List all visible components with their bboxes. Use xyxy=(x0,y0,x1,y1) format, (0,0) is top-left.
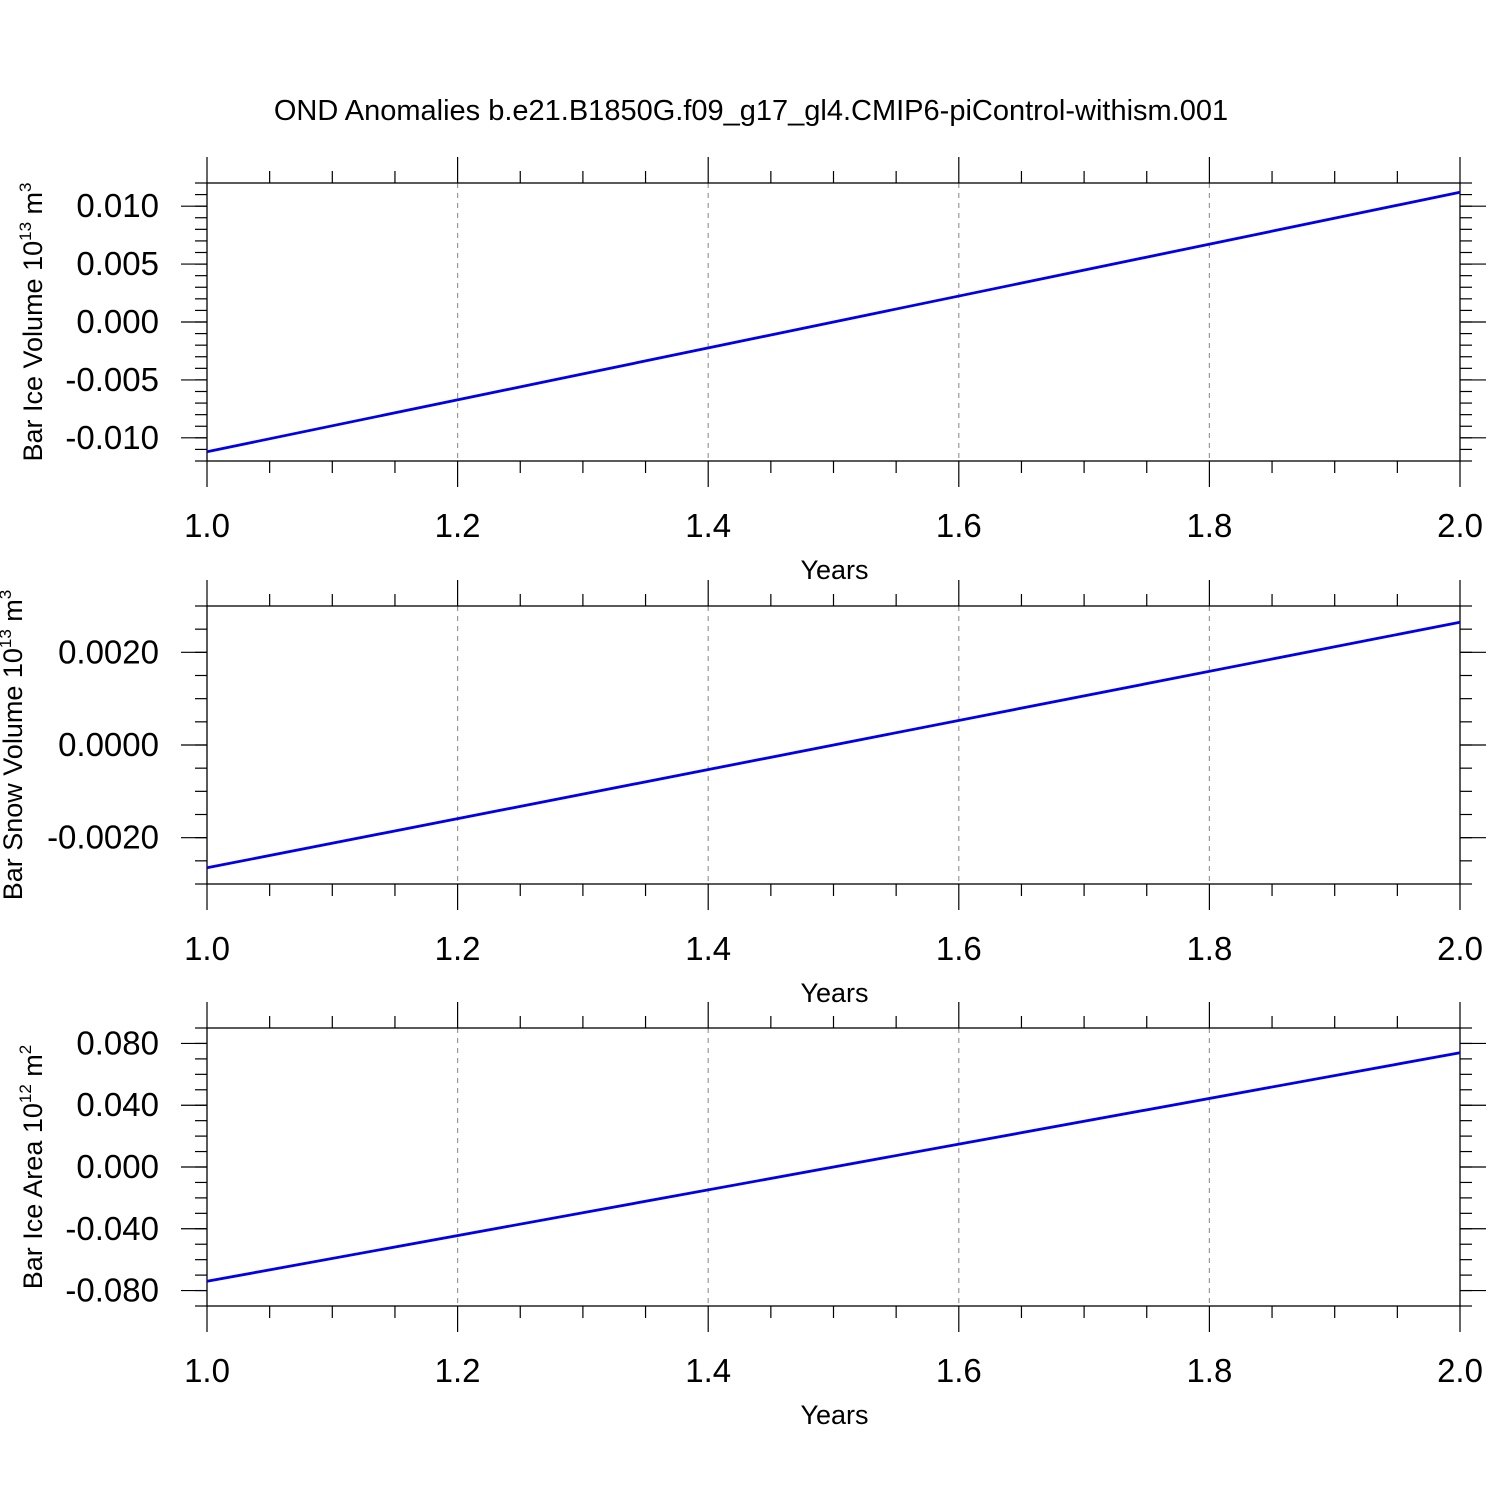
y-axis-title: Bar Snow Volume 1013 m3 xyxy=(0,590,28,901)
x-tick-label: 1.4 xyxy=(685,1352,731,1389)
y-axis-title: Bar Ice Area 1012 m2 xyxy=(16,1045,48,1290)
y-tick-label: -0.0020 xyxy=(47,819,159,856)
x-tick-label: 1.0 xyxy=(184,507,230,544)
x-tick-label: 2.0 xyxy=(1437,507,1483,544)
y-tick-label: -0.040 xyxy=(65,1210,159,1247)
x-tick-label: 1.2 xyxy=(435,1352,481,1389)
series-line xyxy=(206,1051,1461,1283)
x-tick-label: 1.6 xyxy=(936,1352,982,1389)
x-tick-label: 1.4 xyxy=(685,507,731,544)
plot-frame xyxy=(206,182,1461,462)
panel-1: 1.0 1.2 1.4 1.6 1.8 2.0 0.010 0.005 0.000 -0.005 -… xyxy=(16,157,1486,585)
y-tick-label: 0.040 xyxy=(76,1086,159,1123)
y-axis-title: Bar Ice Volume 1013 m3 xyxy=(16,182,48,461)
x-tick-label: 1.4 xyxy=(685,930,731,967)
x-tick-label: 1.0 xyxy=(184,1352,230,1389)
x-axis-title: Years xyxy=(800,555,868,585)
x-axis-title: Years xyxy=(800,1400,868,1430)
x-tick-label: 1.8 xyxy=(1186,507,1232,544)
series-line xyxy=(206,620,1461,870)
x-tick-label: 1.2 xyxy=(435,507,481,544)
y-tick-label: -0.080 xyxy=(65,1272,159,1309)
y-tick-label: -0.005 xyxy=(65,361,159,398)
panel-2: 1.0 1.2 1.4 1.6 1.8 2.0 0.0020 0.0000 -0.0020 Yea… xyxy=(0,580,1486,1008)
y-tick-label: 0.005 xyxy=(76,245,159,282)
series-line xyxy=(206,190,1461,454)
y-tick-label: 0.0000 xyxy=(58,726,159,763)
y-tick-label: 0.000 xyxy=(76,303,159,340)
figure-title: OND Anomalies b.e21.B1850G.f09_g17_gl4.C… xyxy=(274,95,1228,127)
x-tick-label: 1.8 xyxy=(1186,1352,1232,1389)
x-tick-label: 1.2 xyxy=(435,930,481,967)
plot-frame xyxy=(206,605,1461,885)
y-tick-label: 0.080 xyxy=(76,1024,159,1061)
x-tick-label: 1.8 xyxy=(1186,930,1232,967)
x-tick-label: 2.0 xyxy=(1437,1352,1483,1389)
y-tick-label: 0.0020 xyxy=(58,633,159,670)
x-axis-title: Years xyxy=(800,978,868,1008)
plot-frame xyxy=(206,1027,1461,1307)
y-tick-label: 0.000 xyxy=(76,1148,159,1185)
x-tick-label: 2.0 xyxy=(1437,930,1483,967)
panel-3: 1.0 1.2 1.4 1.6 1.8 2.0 0.080 0.040 0.000 -0.040 -… xyxy=(16,1002,1486,1430)
x-tick-label: 1.6 xyxy=(936,930,982,967)
x-tick-label: 1.0 xyxy=(184,930,230,967)
y-tick-label: -0.010 xyxy=(65,419,159,456)
y-tick-label: 0.010 xyxy=(76,187,159,224)
x-tick-label: 1.6 xyxy=(936,507,982,544)
